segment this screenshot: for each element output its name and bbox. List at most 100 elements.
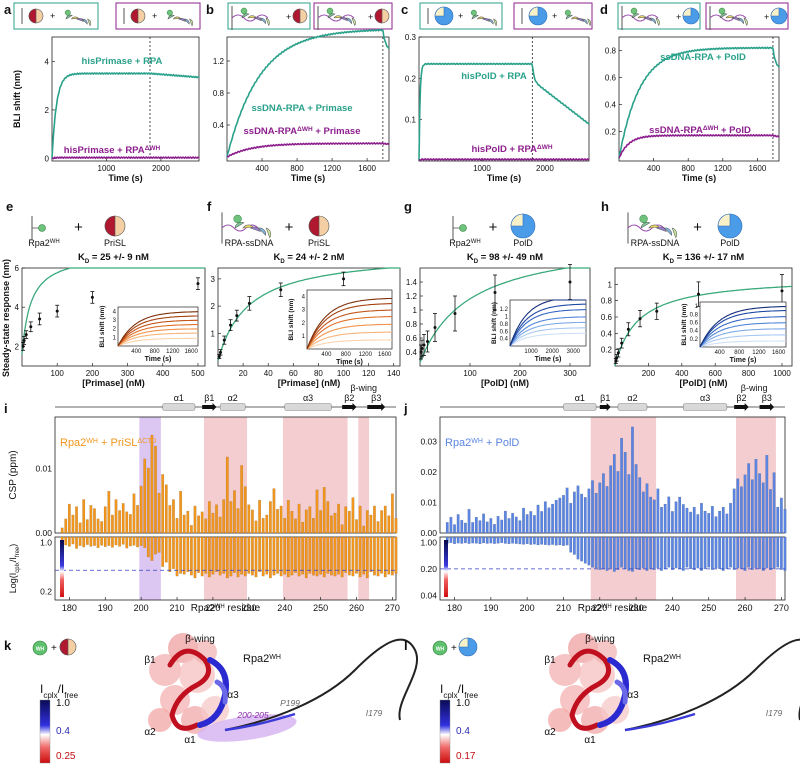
rpa-complex-icon [470,9,497,27]
series-line-wt [51,71,200,159]
y-tick-label: 2 [45,106,50,115]
rpa-domain-icon [265,17,270,27]
text-span: D [474,259,479,265]
panel-label: k [4,638,12,653]
text-span: free [64,691,78,700]
inset-x-tick-label: 800 [341,352,352,358]
strand-element [599,403,611,411]
wing-label: β-wing [350,383,377,393]
colorscale-tick-label: 0.17 [456,751,476,762]
csp-bar [696,514,700,534]
data-point [235,314,239,318]
rpa-domain-icon [178,18,186,22]
primase-half-icon [374,8,383,24]
x-axis-label: [Primase] (nM) [82,378,145,388]
x-tick-label: 220 [205,603,220,613]
structure-title: Rpa2WH [243,653,281,665]
csp-bar [623,451,627,534]
rpa-complex-icon [231,6,270,30]
data-point [279,288,283,292]
csp-bar [482,513,485,534]
csp-bar [689,511,693,534]
inset-x-tick-label: 800 [734,350,745,356]
ratio-y-tick-label: 1.0 [40,538,52,548]
ratio-bar [107,536,111,546]
x-tick-label: 400 [156,369,170,378]
text-span: + PriSL [98,437,137,449]
csp-bar [576,485,580,534]
ratio-bar [276,536,279,574]
chart-j: j α1 β1 α2 α3 β2 β3β-wing 180 190 200 210 220 230 240… [403,383,789,614]
ratio-bar [678,536,682,570]
rpa-domain-icon [743,17,748,27]
csp-frame [439,416,786,534]
csp-bar [111,514,114,534]
text-span: WH [269,654,281,661]
ratio-bar [511,536,515,544]
text-span: = 25 +/- 9 nM [89,252,149,263]
wh-domain-icon [470,9,477,16]
wh-domain-icon [240,7,248,15]
chart-g: g + Rpa2WH PolD KD = 98 +/- 49 nM 100 200 300 0.… [404,199,591,388]
data-point [626,327,630,331]
ratio-bar [598,536,602,570]
ratio-bar [365,536,369,579]
inset-trace [306,316,392,350]
ssdna-icon [627,224,665,232]
series-line-mutant [418,157,590,162]
ratio-bar [139,536,143,546]
data-point [616,351,620,355]
x-axis-label: Time (s) [291,173,325,183]
y-tick-label: 1 [211,329,216,338]
ratio-bar [154,536,157,555]
ratio-bar [503,536,507,544]
ratio-bar [576,536,580,560]
ratio-bar [685,536,689,568]
csp-bar [772,472,776,534]
disordered-tail [624,638,800,731]
x-tick-label: 100 [463,369,477,378]
ratio-bar [64,536,68,546]
ratio-bar [369,536,373,572]
ratio-bar [725,536,729,570]
chart-b: b 400 800 1200 1600 0.4 0.8 1.2 Time (s) [206,2,390,183]
surface-blob [148,708,172,732]
y-tick-label: 1.2 [213,57,225,66]
ssdna-icon [231,14,269,22]
molecule-label: RPA-ssDNA [631,238,680,248]
wh-domain-icon [64,9,71,16]
ratio-bar [322,536,326,578]
csp-bar [732,488,736,534]
ratio-bar [638,536,642,570]
binding-scheme-box: + [227,2,311,30]
rpa-domain-icon [259,17,266,25]
data-point [21,344,25,348]
csp-bar [634,464,638,534]
ratio-bar [229,536,233,577]
scheme-frame [115,2,201,30]
csp-bar [75,506,78,534]
csp-bar [322,487,326,534]
rpa-domain-icon [576,18,584,22]
structure-label: β1 [544,655,556,666]
residue-label: I179 [766,708,783,718]
helix-element [683,403,728,411]
highlight-region [358,417,370,533]
chart-c: c 1000 2000 0.1 0.2 0.3 Time (s) [401,2,590,183]
ratio-bar [207,536,211,578]
csp-bar [394,518,398,534]
csp-bar [507,518,511,534]
y-tick-label: 0.4 [406,348,418,357]
ss-label: β3 [371,393,381,403]
ratio-bar [391,536,394,576]
text-span: = 24 +/- 2 nM [285,252,345,263]
ratio-bar [225,536,229,579]
csp-bar [297,503,301,534]
series-legend-label: ssDNA-RPA + Primase [251,103,352,114]
ratio-bar [496,536,500,544]
csp-bar [700,502,703,534]
x-tick-label: 270 [385,603,400,613]
x-axis-label: [PolD] (nM) [481,378,529,388]
y-tick-label: 0.8 [213,89,225,98]
ratio-bar [286,536,290,578]
